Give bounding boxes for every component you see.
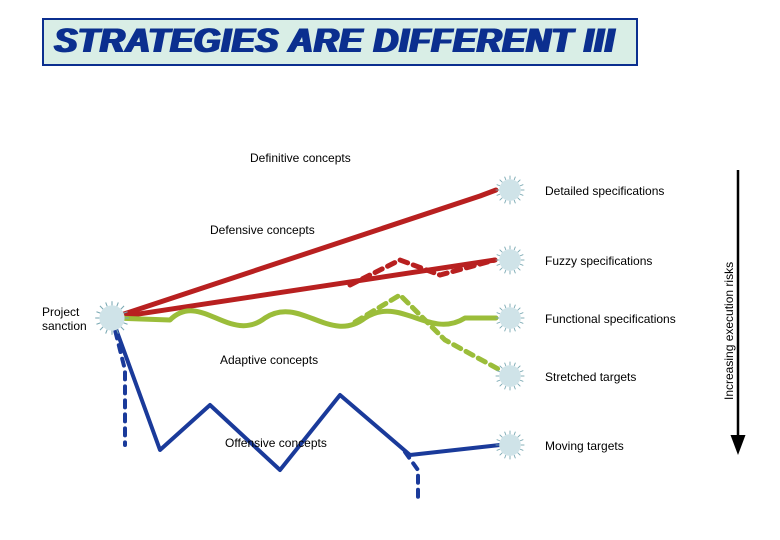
spec-marker-4 bbox=[496, 431, 525, 460]
spec-marker-0 bbox=[496, 176, 525, 205]
definitive-path bbox=[112, 190, 496, 318]
defensive-path bbox=[112, 260, 495, 318]
spec-label-0: Detailed specifications bbox=[545, 184, 664, 198]
risk-axis-label: Increasing execution risks bbox=[722, 262, 736, 400]
definitive-label: Definitive concepts bbox=[250, 151, 351, 165]
adaptive-branch bbox=[355, 295, 500, 370]
spec-label-1: Fuzzy specifications bbox=[545, 254, 652, 268]
offensive-branch bbox=[112, 318, 125, 445]
spec-marker-1 bbox=[496, 246, 525, 275]
spec-marker-3 bbox=[496, 362, 525, 391]
adaptive-path bbox=[112, 311, 496, 326]
offensive-label: Offensive concepts bbox=[225, 436, 327, 450]
adaptive-label: Adaptive concepts bbox=[220, 353, 318, 367]
origin-marker bbox=[95, 301, 129, 335]
offensive-branch2 bbox=[405, 452, 418, 500]
spec-label-2: Functional specifications bbox=[545, 312, 676, 326]
spec-label-4: Moving targets bbox=[545, 439, 624, 453]
defensive-label: Defensive concepts bbox=[210, 223, 315, 237]
spec-label-3: Stretched targets bbox=[545, 370, 636, 384]
project-sanction-label: Project sanction bbox=[42, 305, 87, 333]
spec-marker-2 bbox=[496, 304, 525, 333]
strategy-diagram bbox=[0, 0, 780, 540]
